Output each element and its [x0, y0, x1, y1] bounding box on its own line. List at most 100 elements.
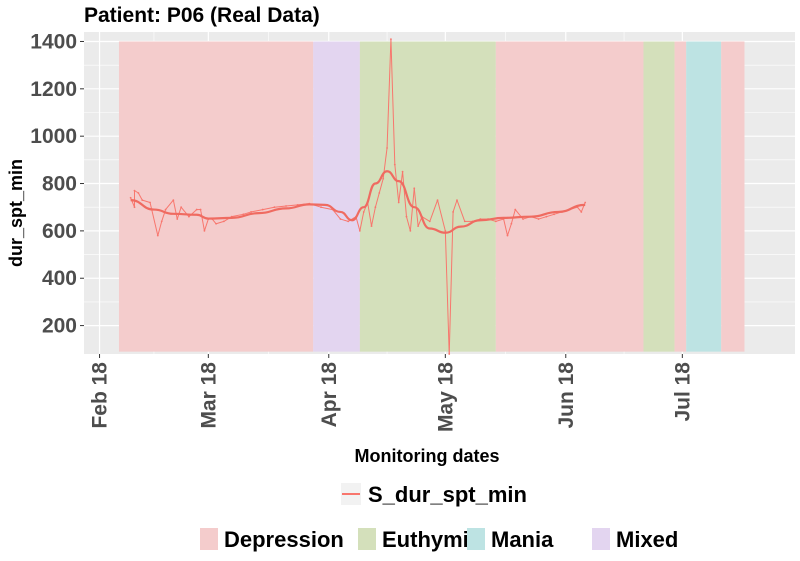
data-point — [393, 163, 396, 166]
data-point — [160, 220, 163, 223]
data-point — [129, 196, 132, 199]
series-segment — [452, 199, 458, 213]
data-point — [456, 199, 458, 202]
data-point — [141, 199, 144, 202]
data-point — [137, 192, 140, 194]
x-tick-label: Feb 18 — [89, 362, 112, 429]
series-segment — [507, 223, 512, 236]
legend-line-label: S_dur_spt_min — [368, 482, 527, 507]
data-point — [413, 187, 416, 190]
x-axis-label: Monitoring dates — [355, 446, 500, 466]
data-point — [203, 229, 206, 232]
data-point — [510, 222, 513, 225]
series-segment — [149, 202, 159, 236]
legend-line: S_dur_spt_min — [341, 482, 527, 507]
x-tick-label: Apr 18 — [318, 362, 341, 428]
data-point — [195, 208, 198, 211]
series-segment — [250, 209, 263, 213]
x-tick-label: Jun 18 — [555, 362, 578, 429]
series-segment — [371, 207, 376, 227]
band-depression — [721, 41, 745, 352]
y-tick-label: 1400 — [30, 30, 77, 53]
series-segment — [215, 220, 225, 225]
series-segment — [285, 204, 298, 207]
series-segment — [142, 199, 151, 203]
series-segment — [320, 206, 333, 211]
series-segment — [137, 192, 143, 201]
data-point — [514, 208, 517, 211]
data-point — [417, 225, 420, 228]
series-segment — [503, 218, 508, 236]
data-point — [463, 220, 466, 223]
y-tick-label: 400 — [42, 267, 77, 290]
series-segment — [332, 209, 341, 220]
y-tick-label: 1000 — [30, 125, 77, 148]
x-axis-ticks: Feb 18 Mar 18 Apr 18 May 18 Jun 18 Jul 18 — [89, 354, 694, 432]
series-segment — [398, 171, 404, 203]
series-segment — [429, 199, 439, 222]
x-tick-label: May 18 — [434, 362, 457, 432]
data-point — [156, 234, 159, 237]
data-point — [452, 211, 454, 213]
state-bands — [118, 41, 745, 352]
series-segment — [448, 211, 454, 355]
data-point — [409, 229, 412, 232]
y-axis-ticks: 200 400 600 800 1000 1200 1400 — [30, 30, 84, 338]
smooth-line — [130, 170, 586, 234]
series-segment — [421, 216, 431, 222]
series-segment — [340, 218, 349, 222]
series-segment — [409, 188, 415, 231]
data-point — [358, 229, 361, 232]
legend-fill: Depression Euthymia Mania Mixed — [200, 527, 678, 552]
legend-swatch-mania — [467, 528, 485, 550]
band-depression — [118, 41, 314, 352]
series-segment — [243, 211, 252, 215]
legend-label-depression: Depression — [224, 527, 344, 552]
data-point — [584, 201, 587, 204]
band-depression — [674, 41, 687, 352]
data-point — [397, 201, 400, 204]
data-point — [448, 353, 451, 355]
data-point — [176, 218, 179, 220]
series-smooth — [130, 170, 586, 234]
data-point — [382, 177, 385, 180]
series-segment — [274, 205, 287, 208]
series-segment — [359, 211, 365, 231]
legend-label-mania: Mania — [491, 527, 554, 552]
data-point — [506, 234, 509, 237]
data-point — [188, 215, 190, 218]
series-segment — [374, 192, 380, 208]
series-segment — [378, 178, 384, 194]
data-point — [215, 222, 217, 225]
data-point — [172, 199, 175, 202]
x-tick-label: Mar 18 — [197, 362, 220, 429]
series-segment — [203, 218, 209, 232]
x-tick-label: Jul 18 — [671, 362, 694, 422]
data-point — [436, 199, 439, 202]
legend-label-euthymia: Euthymia — [382, 527, 482, 552]
series-segment — [386, 39, 392, 149]
y-tick-label: 800 — [42, 173, 77, 196]
data-point — [320, 206, 322, 209]
series-segment — [437, 199, 446, 232]
data-point — [405, 215, 408, 218]
data-point — [164, 208, 167, 211]
series-segment — [394, 164, 400, 203]
y-tick-label: 200 — [42, 315, 77, 338]
series-segment — [157, 221, 163, 236]
series-segment — [402, 171, 407, 217]
data-point — [199, 208, 202, 211]
series-segment — [262, 206, 275, 211]
y-axis-label: dur_spt_min — [6, 159, 26, 267]
data-point — [339, 218, 342, 220]
legend-swatch-euthymia — [358, 528, 376, 550]
series-segment — [200, 209, 205, 231]
series-segment — [495, 218, 504, 222]
series-segment — [355, 216, 361, 232]
data-point — [149, 201, 151, 204]
data-point — [347, 220, 350, 223]
data-point — [390, 38, 392, 41]
series-segment — [405, 216, 411, 232]
data-point — [494, 220, 497, 223]
